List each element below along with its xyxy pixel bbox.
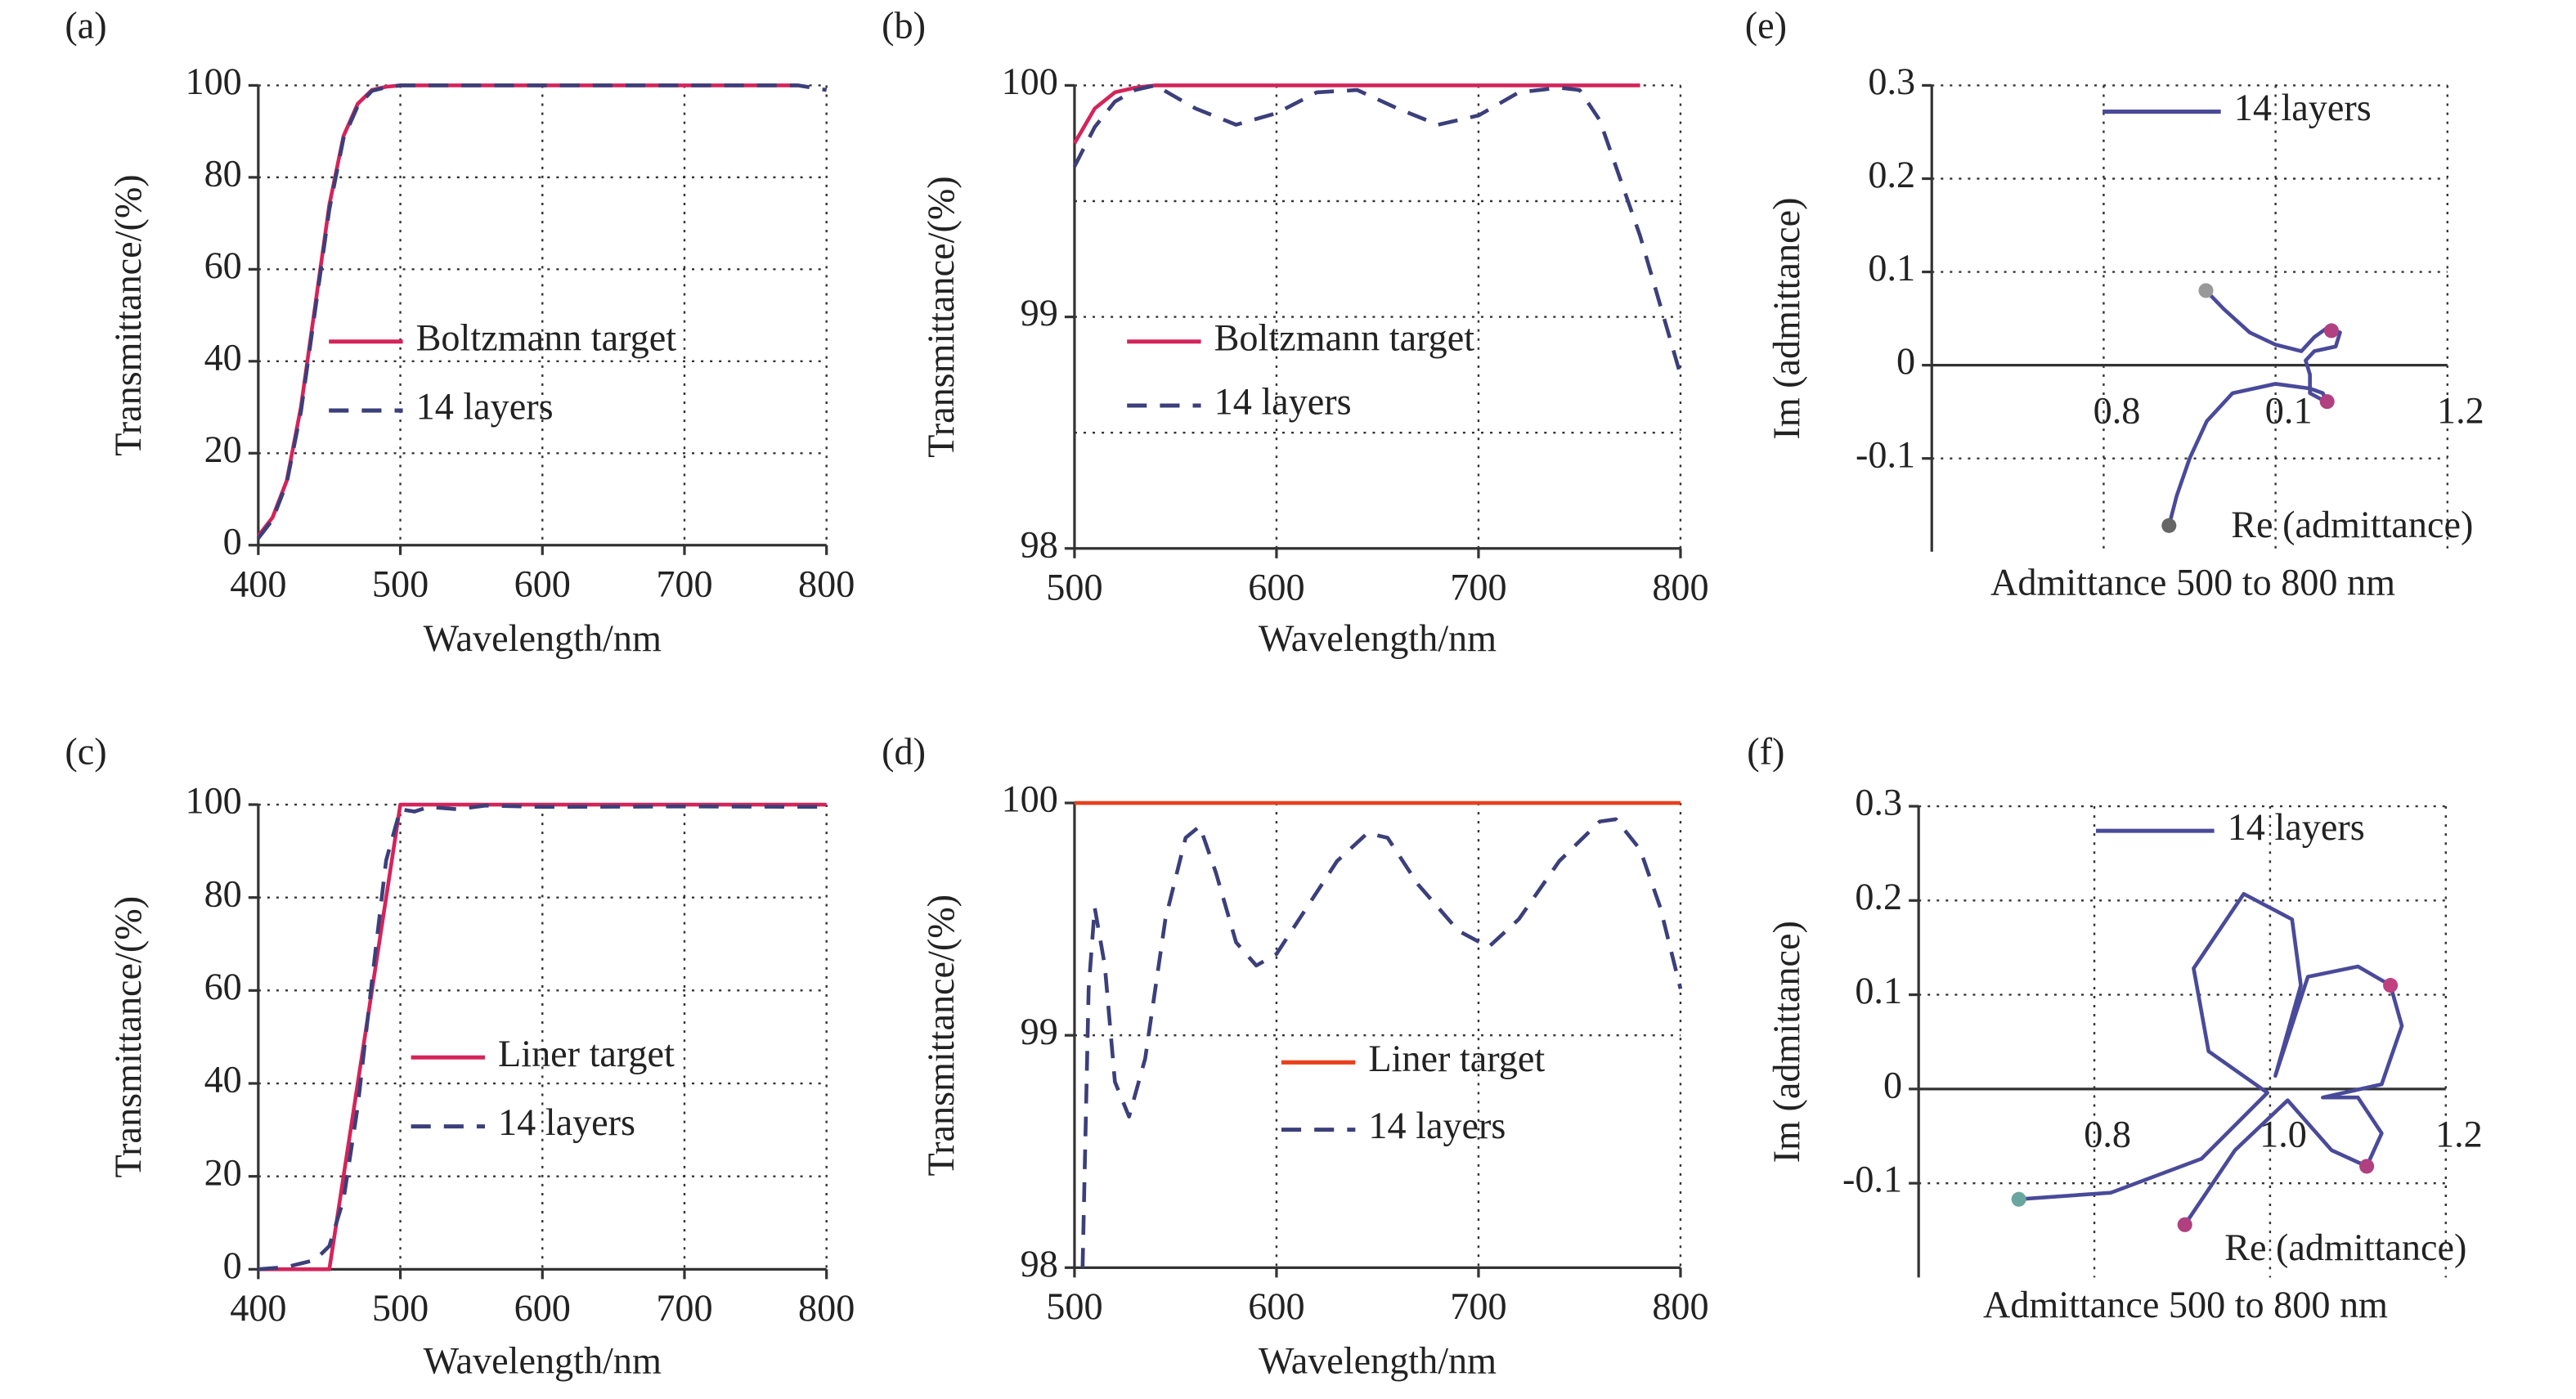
x-tick-label: 400: [230, 563, 286, 605]
y-tick-label: 60: [204, 966, 242, 1007]
y-axis-label: Transmittance/(%): [920, 895, 962, 1177]
legend-label: 14 layers: [416, 386, 554, 428]
y-axis-label: Im (admittance): [1766, 921, 1807, 1163]
y-tick-label: 80: [204, 872, 242, 914]
y-tick-label: 20: [204, 1151, 242, 1193]
y-tick-label: -0.1: [1856, 433, 1915, 475]
re-axis-label: Re (admittance): [2224, 1226, 2466, 1268]
marker: [2319, 394, 2335, 410]
marker: [2383, 978, 2399, 993]
series-line: [2018, 891, 2404, 1226]
x-tick-label: 0.8: [2094, 389, 2141, 431]
x-tick-label: 700: [656, 1287, 712, 1329]
y-tick-label: 0.2: [1855, 876, 1902, 917]
legend-label: 14 layers: [498, 1101, 635, 1143]
x-tick-label: 700: [1450, 567, 1506, 608]
marker: [2198, 283, 2214, 298]
x-tick-label: 700: [1450, 1285, 1506, 1327]
y-tick-label: 98: [1021, 1243, 1058, 1285]
y-axis-label: Im (admittance): [1766, 198, 1807, 440]
x-tick-label: 600: [1248, 1285, 1304, 1327]
series-line: [258, 802, 827, 1271]
y-tick-label: 0: [223, 1244, 242, 1286]
x-axis-label: Wavelength/nm: [424, 617, 662, 659]
marker: [2161, 518, 2177, 533]
y-tick-label: 80: [204, 152, 242, 194]
x-tick-label: 0.1: [2265, 389, 2313, 431]
x-tick-label: 400: [230, 1287, 286, 1329]
x-tick-label: 800: [1652, 1285, 1708, 1327]
legend-label: 14 layers: [1368, 1105, 1506, 1146]
panel-label: (d): [882, 730, 926, 772]
x-tick-label: 1.2: [2435, 1114, 2483, 1155]
marker: [2177, 1217, 2192, 1232]
panel-label: (e): [1745, 5, 1787, 47]
x-tick-label: 800: [798, 563, 855, 605]
y-tick-label: 100: [1002, 61, 1058, 102]
x-tick-label: 500: [1046, 1285, 1102, 1327]
y-tick-label: -0.1: [1842, 1159, 1902, 1200]
y-tick-label: 100: [186, 61, 242, 102]
series-line: [257, 83, 828, 540]
x-axis-label: Wavelength/nm: [424, 1339, 662, 1381]
legend-label: Liner target: [498, 1033, 675, 1074]
y-tick-label: 60: [204, 244, 242, 286]
x-tick-label: 500: [372, 563, 429, 605]
panel-label: (a): [65, 5, 106, 47]
y-tick-label: 0: [223, 520, 242, 562]
x-axis-label: Wavelength/nm: [1259, 1339, 1497, 1381]
y-tick-label: 40: [204, 1059, 242, 1101]
y-tick-label: 0.1: [1855, 970, 1902, 1011]
x-tick-label: 600: [514, 1287, 571, 1329]
panel-label: (b): [882, 5, 926, 47]
series-line: [2167, 289, 2342, 527]
x-tick-label: 500: [372, 1287, 429, 1329]
y-tick-label: 0: [1883, 1064, 1902, 1105]
legend-label: Boltzmann target: [416, 316, 677, 358]
x-tick-label: 600: [1248, 567, 1304, 608]
marker: [2359, 1159, 2375, 1174]
marker: [2011, 1191, 2026, 1207]
y-tick-label: 0.3: [1868, 61, 1915, 102]
y-tick-label: 0.3: [1855, 782, 1902, 823]
y-tick-label: 98: [1021, 523, 1058, 565]
legend-label: 14 layers: [2228, 806, 2365, 848]
y-tick-label: 100: [186, 780, 242, 822]
x-tick-label: 800: [798, 1287, 855, 1329]
series-line: [1072, 83, 1640, 145]
marker: [2323, 323, 2339, 339]
re-axis-label: Re (admittance): [2231, 504, 2473, 545]
y-axis-label: Transmittance/(%): [107, 896, 149, 1178]
y-tick-label: 0: [1896, 340, 1915, 382]
legend-label: Boltzmann target: [1214, 316, 1475, 358]
y-tick-label: 0.2: [1868, 154, 1915, 195]
x-axis-label: Wavelength/nm: [1259, 617, 1497, 659]
legend-label: 14 layers: [2234, 87, 2372, 128]
x-tick-label: 600: [514, 563, 571, 605]
x-tick-label: 0.8: [2084, 1114, 2131, 1155]
y-tick-label: 0.1: [1868, 247, 1915, 289]
x-tick-label: 500: [1046, 567, 1102, 608]
y-axis-label: Transmittance/(%): [920, 176, 962, 458]
y-tick-label: 100: [1002, 778, 1058, 820]
x-axis-label: Admittance 500 to 800 nm: [1983, 1284, 2388, 1325]
x-tick-label: 800: [1652, 567, 1708, 608]
series-line: [1080, 817, 1683, 1268]
y-axis-label: Transmittance/(%): [107, 174, 149, 456]
y-tick-label: 40: [204, 336, 242, 378]
legend-label: Liner target: [1368, 1038, 1545, 1079]
y-tick-label: 99: [1021, 1011, 1058, 1052]
legend-label: 14 layers: [1214, 381, 1352, 423]
panel-label: (c): [65, 730, 106, 772]
y-tick-label: 20: [204, 428, 242, 470]
x-axis-label: Admittance 500 to 800 nm: [1990, 562, 2395, 603]
x-tick-label: 1.2: [2437, 389, 2484, 431]
series-line: [1072, 83, 1683, 376]
y-tick-label: 99: [1021, 292, 1058, 334]
panel-label: (f): [1747, 730, 1784, 772]
x-tick-label: 700: [656, 563, 712, 605]
series-line: [258, 803, 827, 1271]
